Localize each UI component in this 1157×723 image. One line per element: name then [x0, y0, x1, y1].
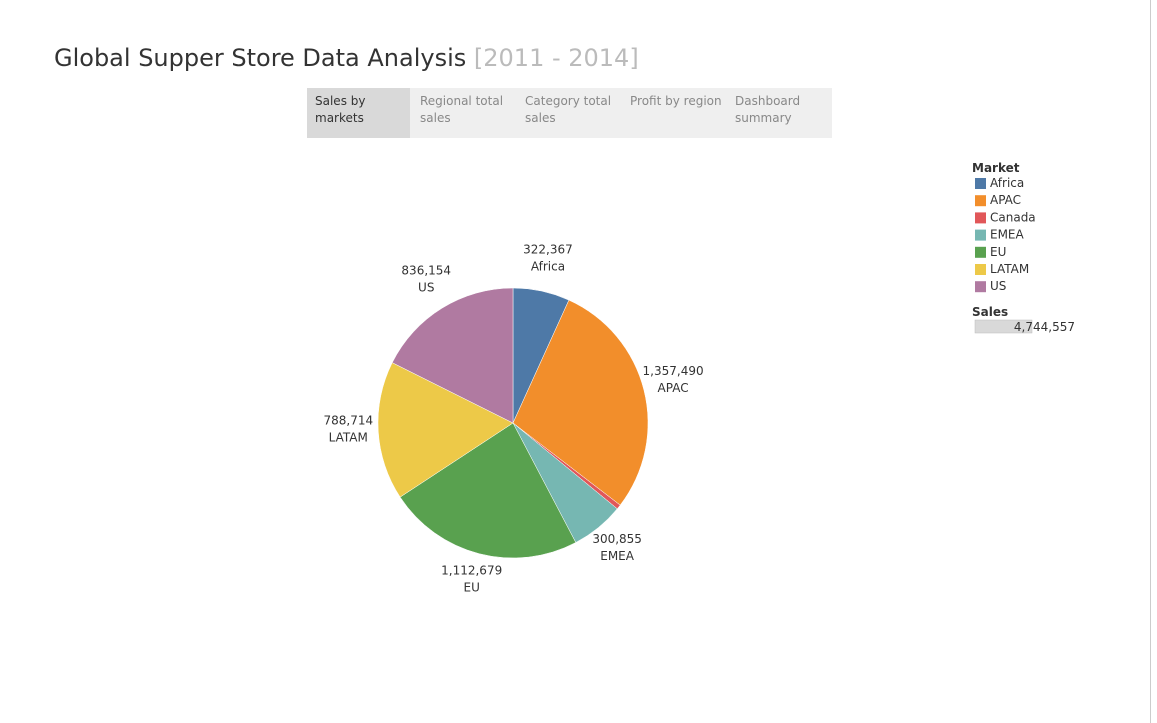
- pie-slice: [399, 422, 577, 559]
- legend-swatch: [975, 229, 986, 241]
- slice-value-label: 1,357,490: [643, 364, 704, 378]
- slice-value-label: 300,855: [592, 532, 642, 546]
- pie-slice: [512, 299, 649, 506]
- slice-category-label: EMEA: [600, 549, 635, 563]
- legend-label: Africa: [990, 176, 1024, 190]
- size-legend-title: Sales: [972, 305, 1008, 319]
- size-legend-bar: [974, 319, 1033, 334]
- tab[interactable]: Category total sales: [525, 94, 612, 125]
- legend-label: US: [990, 279, 1006, 293]
- slice-category-label: Africa: [531, 260, 565, 274]
- legend-label: Canada: [990, 210, 1036, 224]
- legend-swatch: [975, 195, 986, 207]
- slice-value-label: 788,714: [323, 414, 373, 428]
- slice-value-label: 1,112,679: [441, 564, 502, 578]
- window-edge: [1150, 0, 1151, 723]
- legend-title: Market: [972, 161, 1020, 175]
- slice-category-label: LATAM: [329, 431, 368, 445]
- legend-swatch: [975, 246, 986, 258]
- dashboard-title: Global Supper Store Data Analysis [2011 …: [54, 44, 639, 72]
- tab[interactable]: Dashboard summary: [735, 94, 801, 125]
- legend-label: EMEA: [990, 228, 1025, 242]
- slice-category-label: EU: [464, 581, 480, 595]
- title-text: Global Supper Store Data Analysis: [54, 44, 467, 72]
- legend-label: EU: [990, 245, 1006, 259]
- slice-category-label: APAC: [658, 381, 689, 395]
- slice-value-label: 836,154: [401, 264, 451, 278]
- pie-slice: [391, 287, 514, 424]
- tab[interactable]: Regional total sales: [420, 94, 504, 125]
- slice-category-label: US: [418, 281, 434, 295]
- legend-label: APAC: [990, 193, 1021, 207]
- pie-slice: [377, 362, 514, 498]
- title-years: [2011 - 2014]: [473, 44, 639, 72]
- slice-value-label: 322,367: [523, 243, 573, 257]
- tab[interactable]: Sales by markets: [307, 88, 410, 138]
- tab-bar: Sales by markets Regional total sales Cate…: [307, 88, 832, 138]
- legend-swatch: [975, 264, 986, 275]
- legend-swatch: [975, 212, 986, 224]
- size-legend-label: 4,744,557: [1014, 320, 1075, 334]
- legend-swatch: [975, 281, 986, 293]
- legend-swatch: [975, 178, 986, 189]
- legend-label: LATAM: [990, 262, 1029, 276]
- tab[interactable]: Profit by region: [630, 94, 722, 108]
